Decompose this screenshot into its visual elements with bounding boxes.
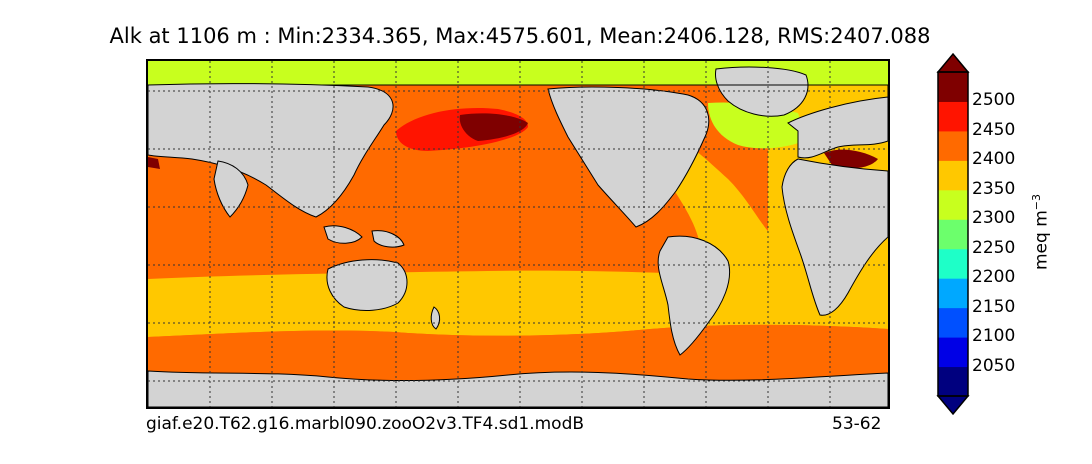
colorbar-tick-label: 2400	[972, 149, 1016, 170]
colorbar-segment	[938, 130, 968, 161]
land-australia	[326, 259, 408, 311]
land-north-america	[547, 86, 710, 228]
colorbar-segment	[938, 248, 968, 279]
colorbar-tick-label: 2150	[972, 296, 1016, 317]
colorbar-segment	[938, 278, 968, 309]
colorbar-segment	[938, 307, 968, 338]
colorbar-extend-bottom	[936, 395, 970, 416]
gridlines	[148, 61, 888, 407]
colorbar-segment	[938, 160, 968, 191]
colorbar-tick-label: 2050	[972, 355, 1016, 376]
colorbar-label-text: meq m	[1031, 210, 1052, 270]
colorbar-segment	[938, 219, 968, 250]
map-panel	[146, 59, 890, 409]
colorbar-segment	[938, 366, 968, 397]
colorbar-tick-label: 2450	[972, 119, 1016, 140]
colorbar-tick-label: 2200	[972, 267, 1016, 288]
colorbar-segment	[938, 72, 968, 102]
map-svg	[148, 61, 888, 407]
colorbar-tick-label: 2500	[972, 90, 1016, 111]
land-south-america	[657, 235, 731, 356]
colorbar-label: meq m−3	[1030, 194, 1052, 270]
colorbar-tick-label: 2100	[972, 326, 1016, 347]
colorbar-label-exponent: −3	[1030, 194, 1043, 211]
land-africa	[781, 158, 888, 316]
colorbar-segment	[938, 101, 968, 132]
land-greenland	[715, 66, 809, 117]
case-name: giaf.e20.T62.g16.marbl090.zooO2v3.TF4.sd…	[146, 414, 585, 434]
colorbar	[936, 52, 970, 416]
ocean-band-2500-mediterranean	[824, 149, 878, 169]
land-europe	[148, 84, 888, 159]
years-label: 53-62	[832, 414, 882, 434]
figure-title: Alk at 1106 m : Min:2334.365, Max:4575.6…	[109, 24, 931, 48]
colorbar-tick-label: 2350	[972, 178, 1016, 199]
ocean-band-2500-north-pacific	[459, 113, 528, 141]
ocean-band-2500-red-sea	[148, 157, 160, 169]
colorbar-segment	[938, 189, 968, 220]
land-antarctica	[148, 370, 888, 407]
colorbar-tick-label: 2300	[972, 208, 1016, 229]
colorbar-segment	[938, 337, 968, 368]
colorbar-tick-label: 2250	[972, 237, 1016, 258]
colorbar-extend-top	[936, 52, 970, 73]
colorbar-segments	[938, 72, 968, 397]
colorbar-frame	[937, 71, 969, 397]
land-asia	[148, 83, 394, 218]
ocean-band-2400-south	[148, 324, 888, 371]
